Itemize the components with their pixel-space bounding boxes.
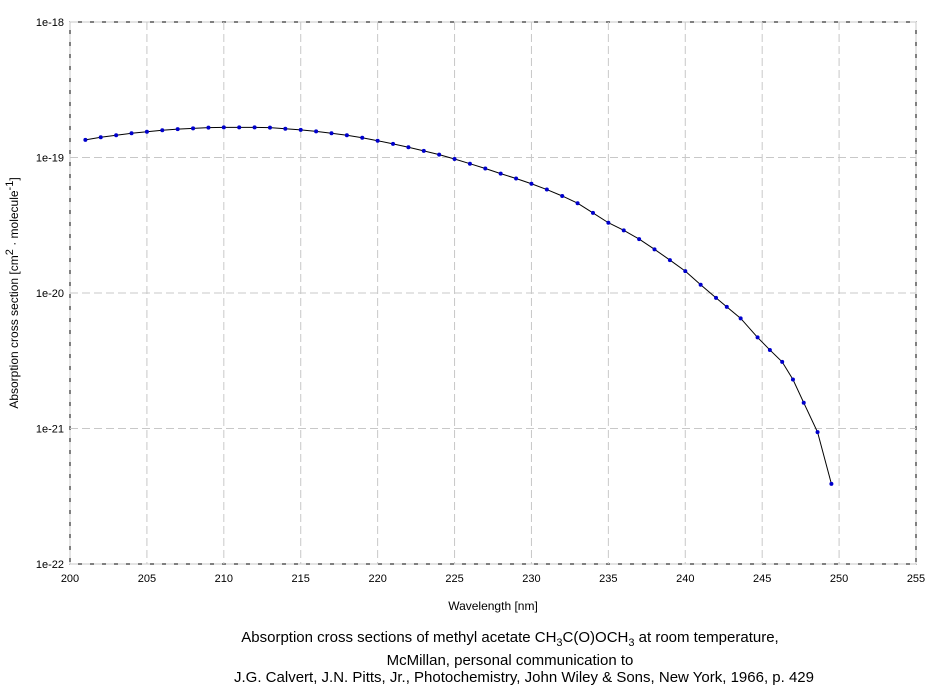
data-point	[298, 127, 303, 132]
data-point	[221, 125, 226, 130]
x-tick-label: 225	[445, 573, 463, 585]
y-label-sup: 2	[4, 249, 16, 255]
data-point	[483, 166, 488, 171]
data-point	[575, 201, 580, 206]
data-point	[391, 141, 396, 146]
data-point	[406, 145, 411, 150]
y-label-sup: -1	[4, 181, 16, 191]
data-point	[829, 481, 834, 486]
data-point	[755, 335, 760, 340]
caption-sub: 3	[628, 637, 634, 649]
caption-line: Absorption cross sections of methyl acet…	[241, 629, 778, 649]
data-point	[114, 133, 119, 138]
data-point	[360, 135, 365, 140]
data-point	[206, 125, 211, 130]
data-point	[83, 137, 88, 142]
data-point	[283, 126, 288, 131]
data-point	[421, 148, 426, 153]
x-tick-label: 200	[61, 573, 79, 585]
x-tick-label: 210	[215, 573, 233, 585]
data-point	[191, 126, 196, 131]
data-point	[667, 258, 672, 263]
caption-part: Absorption cross sections of methyl acet…	[241, 629, 556, 646]
data-point	[790, 377, 795, 382]
data-point	[129, 131, 134, 136]
data-point	[724, 304, 729, 309]
y-tick-label: 1e-21	[36, 424, 64, 436]
y-label-part: · molecule	[7, 190, 21, 249]
data-point	[267, 125, 272, 130]
data-point	[606, 220, 611, 225]
x-tick-label: 205	[138, 573, 156, 585]
data-point	[498, 171, 503, 176]
x-tick-label: 220	[368, 573, 386, 585]
data-point	[815, 430, 820, 435]
data-point	[175, 127, 180, 132]
data-point	[98, 135, 103, 140]
data-point	[683, 269, 688, 274]
data-point	[344, 133, 349, 138]
x-tick-label: 230	[522, 573, 540, 585]
y-tick-label: 1e-22	[36, 559, 64, 571]
data-point	[252, 125, 257, 130]
data-point	[767, 347, 772, 352]
data-point	[375, 138, 380, 143]
x-tick-label: 240	[676, 573, 694, 585]
y-tick-label: 1e-18	[36, 17, 64, 29]
data-point	[237, 125, 242, 130]
data-point	[698, 282, 703, 287]
data-point	[801, 400, 806, 405]
data-point	[160, 128, 165, 133]
data-point	[544, 187, 549, 192]
caption-line: J.G. Calvert, J.N. Pitts, Jr., Photochem…	[234, 669, 814, 686]
data-point	[590, 210, 595, 215]
x-tick-label: 235	[599, 573, 617, 585]
caption-part: at room temperature,	[634, 629, 778, 646]
x-tick-label: 245	[753, 573, 771, 585]
y-tick-label: 1e-19	[36, 153, 64, 165]
data-point	[637, 237, 642, 242]
y-label-part: ]	[7, 177, 21, 180]
data-point	[329, 131, 334, 136]
x-tick-label: 215	[292, 573, 310, 585]
data-point	[560, 193, 565, 198]
data-point	[437, 152, 442, 157]
data-point	[314, 129, 319, 134]
data-point	[529, 181, 534, 186]
data-point	[452, 156, 457, 161]
x-tick-label: 255	[907, 573, 925, 585]
data-point	[467, 161, 472, 166]
data-point	[652, 247, 657, 252]
y-tick-label: 1e-20	[36, 288, 64, 300]
y-label-part: Absorption cross section [cm	[7, 255, 21, 408]
data-point	[621, 228, 626, 233]
data-point	[780, 359, 785, 364]
y-axis-label: Absorption cross section [cm2 · molecule…	[4, 177, 21, 408]
data-point	[714, 295, 719, 300]
data-point	[144, 129, 149, 134]
x-tick-label: 250	[830, 573, 848, 585]
data-point	[738, 316, 743, 321]
caption-line: McMillan, personal communication to	[387, 652, 634, 669]
x-axis-label: Wavelength [nm]	[448, 599, 538, 613]
data-point	[514, 176, 519, 181]
caption-part: C(O)OCH	[563, 629, 629, 646]
caption-sub: 3	[556, 637, 562, 649]
